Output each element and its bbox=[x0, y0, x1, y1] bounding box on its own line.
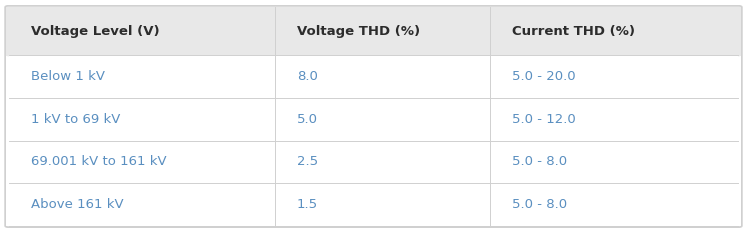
Text: 69.001 kV to 161 kV: 69.001 kV to 161 kV bbox=[31, 155, 167, 168]
Bar bbox=[9, 55, 738, 98]
Bar bbox=[9, 98, 738, 140]
Text: Voltage THD (%): Voltage THD (%) bbox=[297, 25, 420, 38]
Text: 5.0 - 8.0: 5.0 - 8.0 bbox=[512, 198, 567, 211]
Text: Above 161 kV: Above 161 kV bbox=[31, 198, 123, 211]
Bar bbox=[9, 183, 738, 226]
FancyBboxPatch shape bbox=[5, 6, 742, 56]
Text: Current THD (%): Current THD (%) bbox=[512, 25, 635, 38]
Text: Voltage Level (V): Voltage Level (V) bbox=[31, 25, 159, 38]
Text: 5.0 - 12.0: 5.0 - 12.0 bbox=[512, 113, 576, 126]
FancyBboxPatch shape bbox=[5, 6, 742, 227]
Text: 5.0: 5.0 bbox=[297, 113, 318, 126]
Text: Below 1 kV: Below 1 kV bbox=[31, 70, 105, 83]
Text: 1 kV to 69 kV: 1 kV to 69 kV bbox=[31, 113, 120, 126]
Text: 2.5: 2.5 bbox=[297, 155, 318, 168]
Text: 8.0: 8.0 bbox=[297, 70, 317, 83]
Text: 1.5: 1.5 bbox=[297, 198, 318, 211]
Text: 5.0 - 8.0: 5.0 - 8.0 bbox=[512, 155, 567, 168]
Bar bbox=[9, 140, 738, 183]
Text: 5.0 - 20.0: 5.0 - 20.0 bbox=[512, 70, 576, 83]
Bar bbox=[9, 31, 738, 55]
